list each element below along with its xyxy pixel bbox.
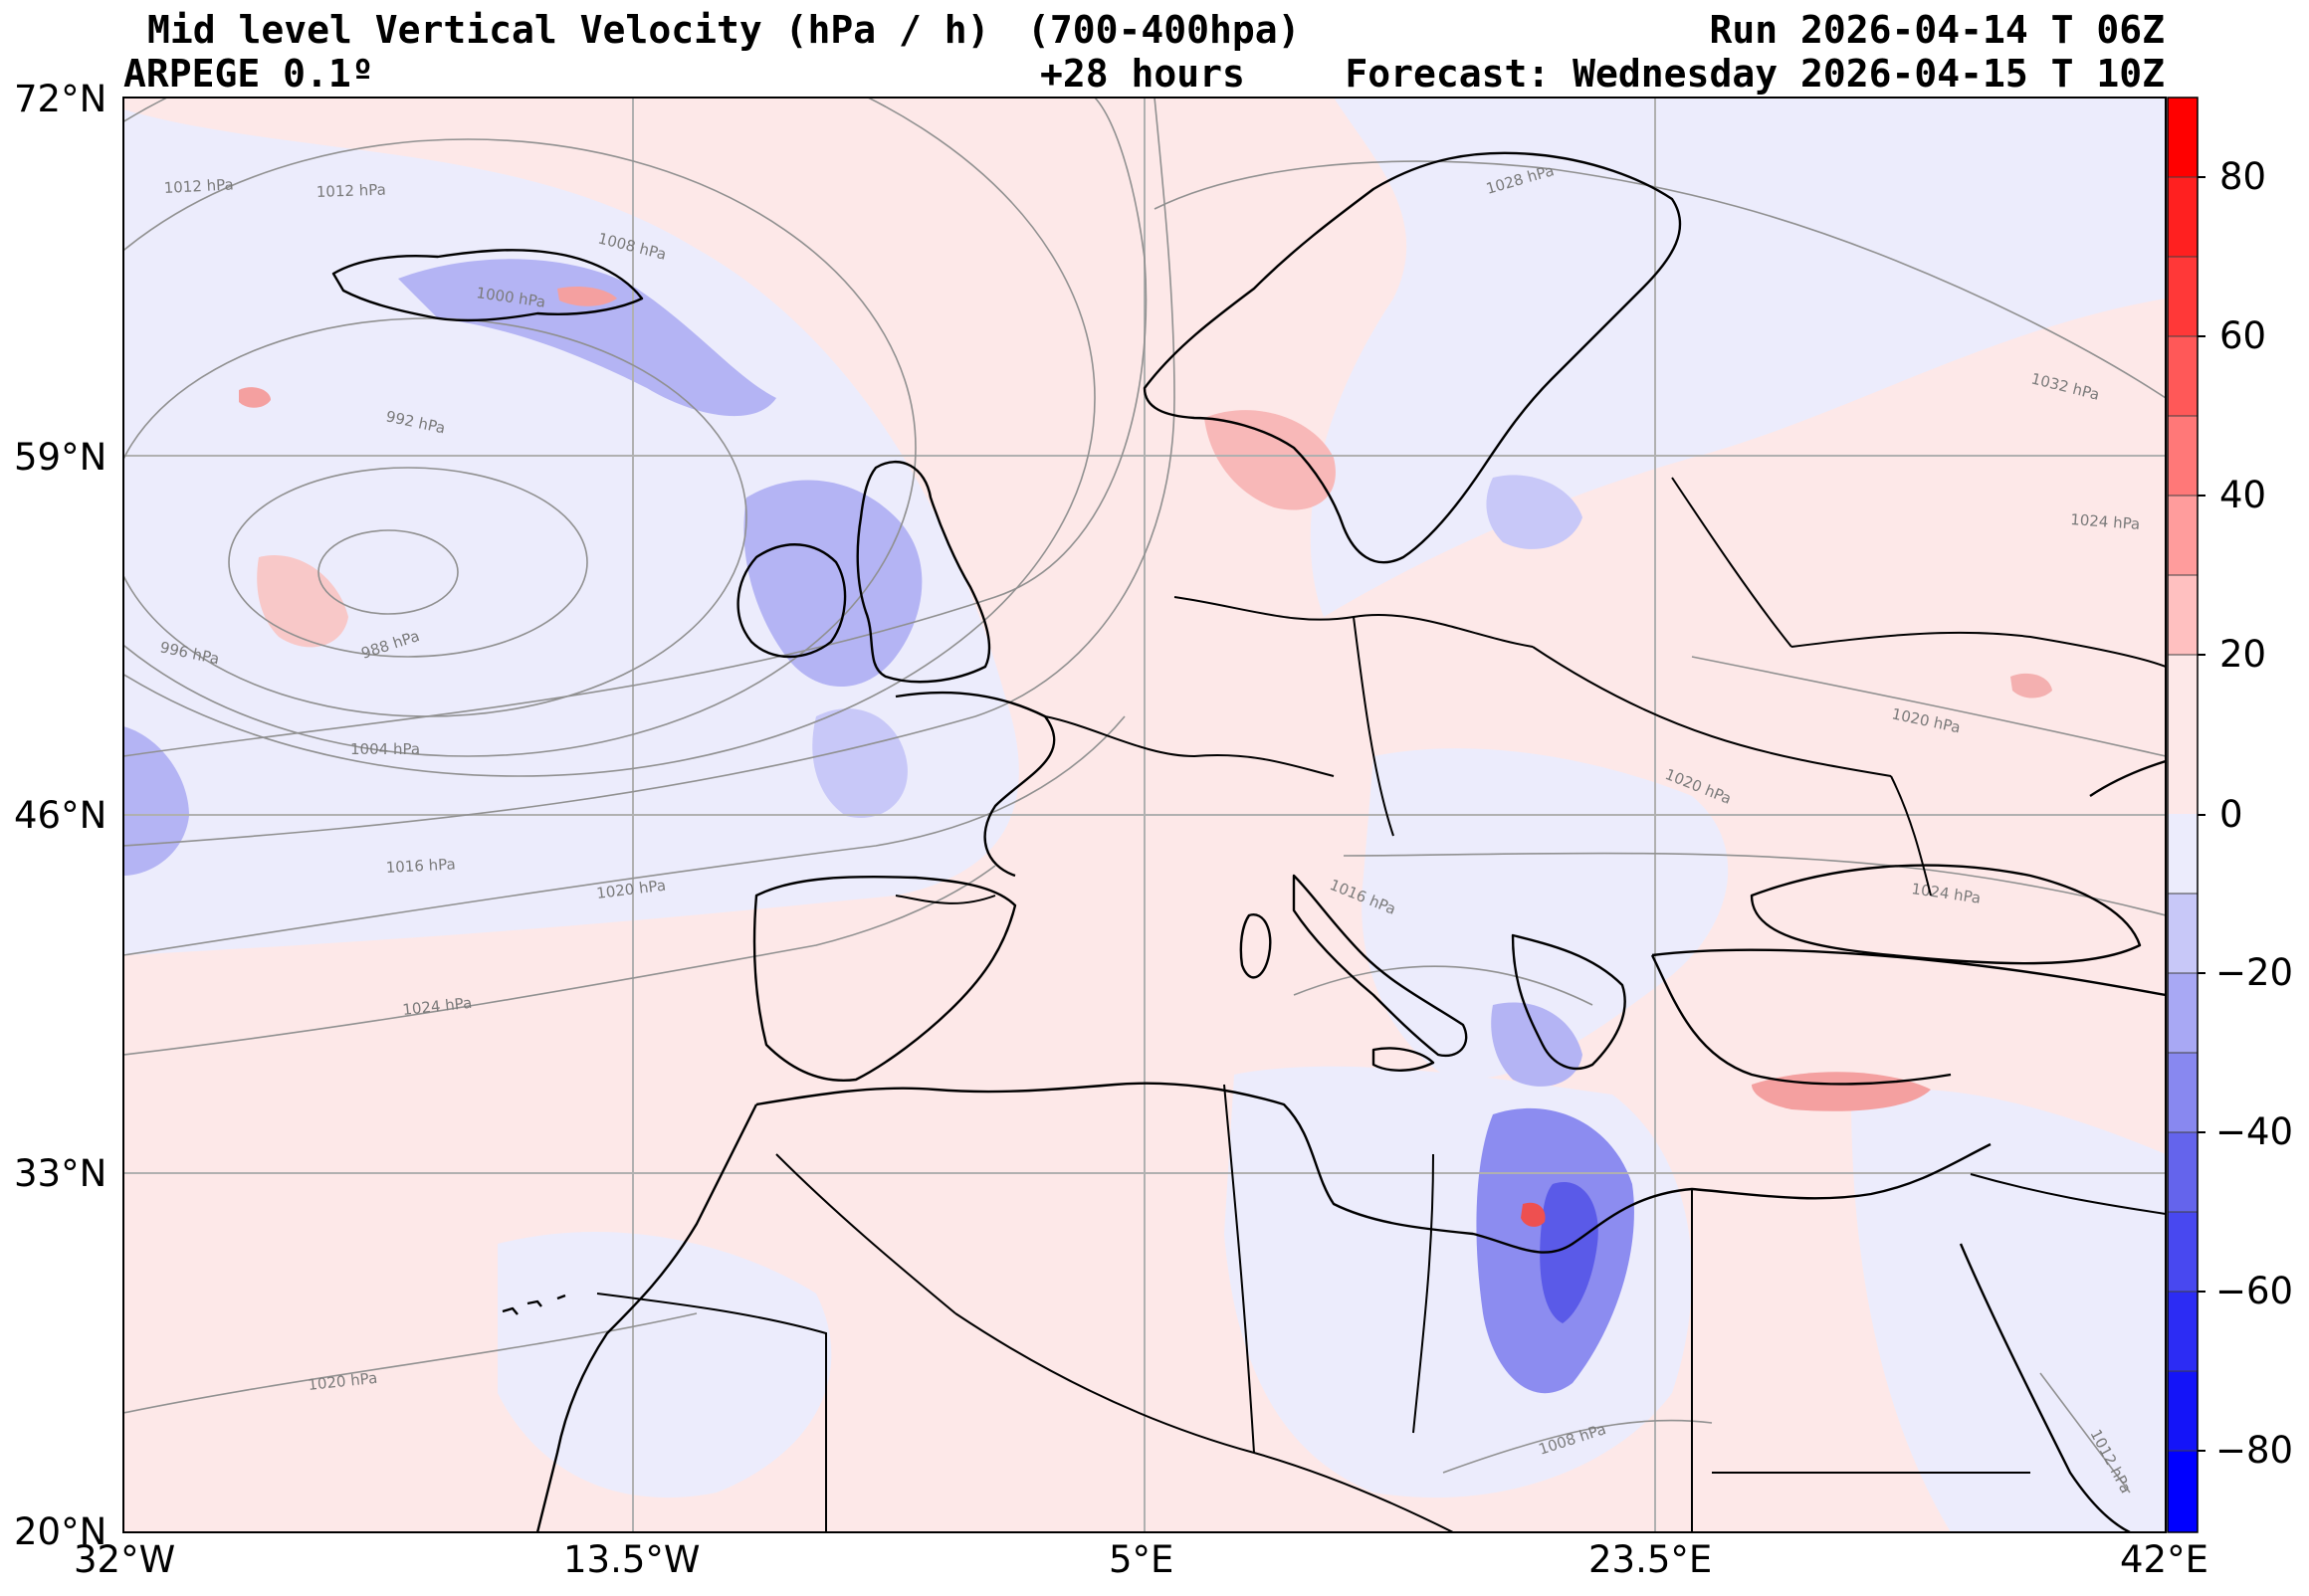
colorbar-tick-label: 0 [2219, 793, 2243, 836]
run-time: Run 2026-04-14 T 06Z [1709, 8, 2165, 52]
forecast-time: Forecast: Wednesday 2026-04-15 T 10Z [1345, 52, 2165, 96]
lon-tick-label: 13.5°W [563, 1538, 701, 1581]
ascent-scandinavia [1486, 475, 1582, 549]
colorbar-band [2168, 1292, 2198, 1371]
colorbar-band [2168, 1371, 2198, 1451]
colorbar-tick-label: 20 [2219, 633, 2267, 676]
coast-iberia [752, 875, 1017, 1082]
ascent-british-isles [743, 480, 923, 687]
ascent-libya-strong [1540, 1182, 1598, 1323]
weak-ascent-sahara [498, 1232, 832, 1498]
isobar-label: 1004 hPa [350, 740, 420, 758]
coast-france [895, 691, 1056, 878]
colorbar-band [2168, 1451, 2198, 1532]
level-range: (700-400hpa) [1027, 8, 1301, 52]
colorbar-tick-label: −20 [2215, 951, 2294, 994]
colorbar-band [2168, 894, 2198, 973]
isobar-label: 1012 hPa [163, 175, 234, 197]
lat-tick-label: 33°N [14, 1152, 107, 1195]
ascent-iceland [398, 259, 776, 417]
coast-sardinia [1239, 913, 1272, 979]
lon-tick-label: 32°W [74, 1538, 176, 1581]
lead-time: +28 hours [1040, 52, 1245, 96]
descent-libya-cell [1521, 1202, 1546, 1227]
descent-norway [1204, 410, 1336, 510]
model-name: ARPEGE 0.1º [123, 52, 374, 96]
coast-canaries [502, 1294, 566, 1315]
coast-morocco [535, 1103, 758, 1532]
coast-red-sea [1959, 1243, 2131, 1532]
country-borders [596, 477, 2166, 1532]
isobar-label: 1016 hPa [385, 855, 456, 877]
map-frame [122, 97, 2167, 1533]
isobar-label: 1024 hPa [2070, 510, 2141, 533]
ascent-bay-of-biscay [812, 708, 908, 818]
ascent-west-edge [123, 726, 189, 876]
map-title: Mid level Vertical Velocity (hPa / h) [147, 8, 990, 52]
colorbar-band [2168, 1212, 2198, 1292]
coast-ireland [736, 543, 847, 659]
colorbar-band [2168, 655, 2198, 734]
coast-iceland [331, 249, 644, 322]
colorbar-band [2168, 1132, 2198, 1212]
isobars [123, 98, 2166, 1494]
lat-tick-label: 46°N [14, 794, 107, 837]
colorbar-band [2168, 496, 2198, 575]
coast-north-africa [755, 1082, 1992, 1254]
coast-scandinavia [1143, 151, 1682, 564]
colorbar-band [2168, 575, 2198, 655]
colorbar-band [2168, 973, 2198, 1053]
descent-atlantic-west [239, 387, 271, 408]
colorbar-band [2168, 416, 2198, 496]
coast-italy [1292, 874, 1468, 1058]
descent-atlantic [257, 555, 348, 648]
colorbar-tick-label: 80 [2219, 155, 2267, 198]
weak-ascent-balkans [1362, 748, 1729, 1079]
colorbar-band [2168, 177, 2198, 257]
descent-hungary [2010, 673, 2052, 698]
isobar-labels: 1012 hPa 1012 hPa 1008 hPa 1000 hPa 992 … [158, 161, 2141, 1496]
velocity-field [123, 98, 2166, 1532]
isobar-label: 1012 hPa [316, 181, 387, 201]
lat-tick-label: 20°N [14, 1510, 107, 1553]
colorbar-tick-label: 40 [2219, 474, 2267, 516]
weak-ascent-atlantic [123, 109, 1019, 955]
colorbar-tick-label: −80 [2215, 1429, 2294, 1472]
colorbar-tick-label: −60 [2215, 1270, 2294, 1312]
colorbar-band [2168, 734, 2198, 814]
coast-greece [1511, 933, 1626, 1071]
colorbar-band [2168, 1053, 2198, 1132]
colorbar-tick-label: 60 [2219, 314, 2267, 357]
coast-great-britain [856, 460, 991, 684]
colorbar-band [2168, 257, 2198, 336]
weak-ascent-arabia [1851, 1089, 2166, 1532]
lon-tick-label: 23.5°E [1588, 1538, 1713, 1581]
coastlines [331, 151, 2166, 1532]
ascent-greece [1491, 1002, 1582, 1087]
coast-east [2089, 759, 2166, 797]
coast-black-sea [1750, 864, 2142, 965]
colorbar-tick-label: −40 [2215, 1110, 2294, 1153]
lon-tick-label: 42°E [2120, 1538, 2208, 1581]
colorbar [2167, 97, 2205, 1533]
colorbar-band [2168, 336, 2198, 416]
lat-tick-label: 59°N [14, 436, 107, 479]
lon-tick-label: 5°E [1109, 1538, 1174, 1581]
colorbar-band [2168, 814, 2198, 894]
coast-turkey [1650, 948, 2166, 1086]
coast-sicily [1371, 1047, 1435, 1072]
colorbar-band [2168, 98, 2198, 177]
descent-iceland [557, 287, 617, 306]
lat-tick-label: 72°N [14, 78, 107, 120]
